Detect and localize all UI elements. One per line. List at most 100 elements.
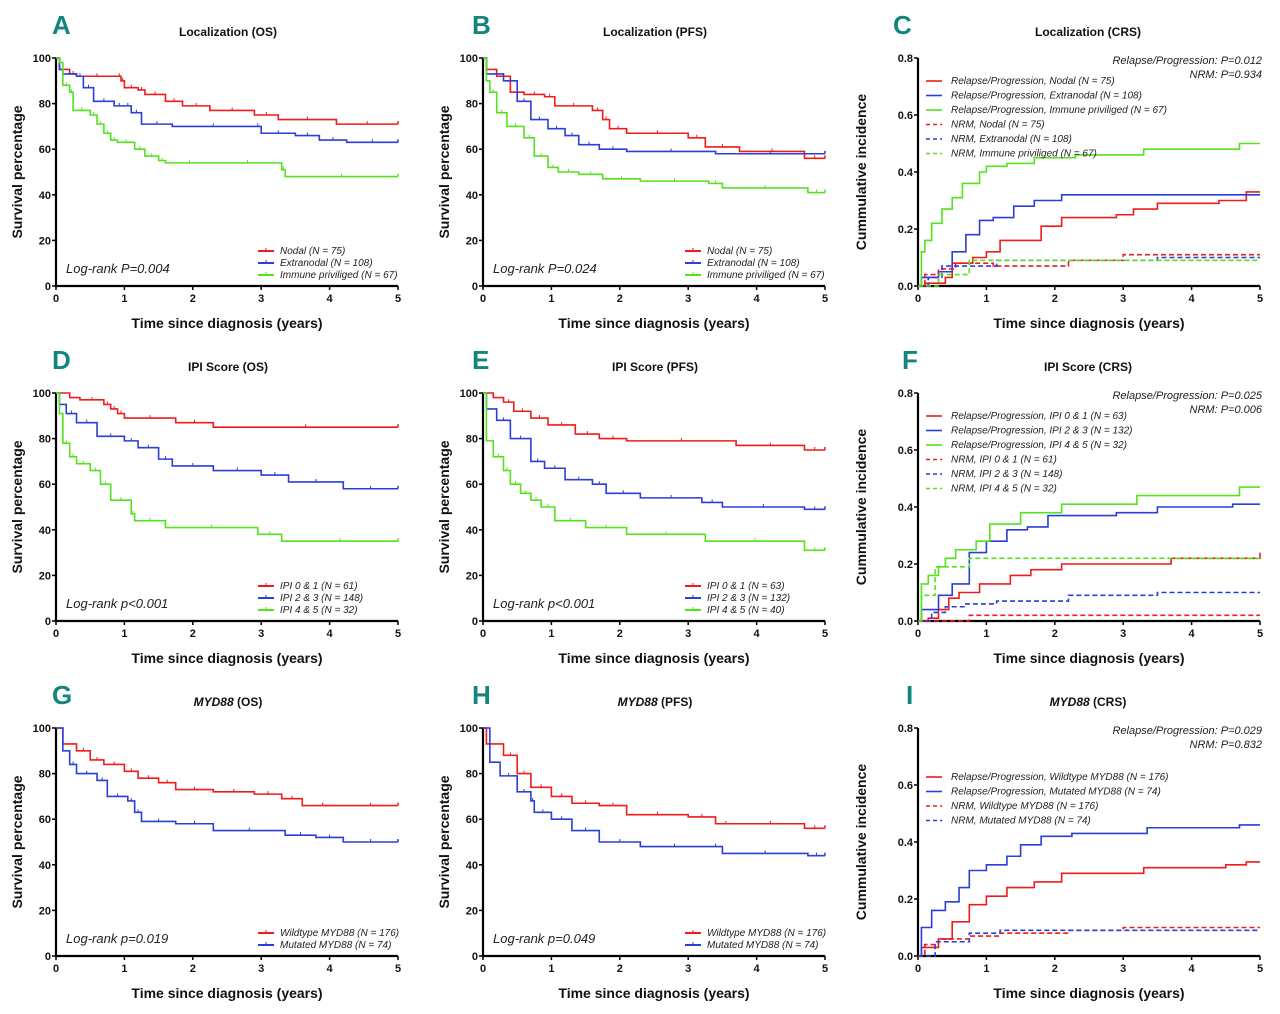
legend-item: NRM, Mutated MYD88 (N = 74) xyxy=(926,816,1091,827)
series-line xyxy=(483,392,825,451)
y-tick-label: 0.2 xyxy=(898,894,913,906)
panel-title-text: IPI Score (PFS) xyxy=(612,360,698,374)
legend-item: IPI 2 & 3 (N = 148) xyxy=(258,593,363,604)
y-tick-label: 80 xyxy=(39,99,51,111)
panel-letter: H xyxy=(472,680,491,710)
x-tick-label: 2 xyxy=(190,293,196,305)
logrank-annotation: Log-rank p=0.019 xyxy=(66,931,168,946)
y-tick-label: 0.4 xyxy=(898,167,914,179)
logrank-annotation: Log-rank P=0.024 xyxy=(493,261,597,276)
y-axis-label: Cummulative incidence xyxy=(853,764,869,921)
y-tick-label: 100 xyxy=(460,53,478,65)
panel-letter: E xyxy=(472,345,489,375)
series-line xyxy=(918,861,1260,957)
x-tick-label: 1 xyxy=(121,963,127,975)
series-line xyxy=(918,929,1260,957)
pvalue-annotation: Relapse/Progression: P=0.025 xyxy=(1112,390,1262,402)
x-tick-label: 1 xyxy=(121,293,127,305)
panel-title: Localization (OS) xyxy=(179,25,277,39)
series-line xyxy=(918,824,1260,957)
legend-label: IPI 0 & 1 (N = 61) xyxy=(280,581,358,592)
legend-item: Mutated MYD88 (N = 74) xyxy=(685,940,818,951)
legend-label: IPI 2 & 3 (N = 132) xyxy=(707,593,790,604)
legend-label: IPI 2 & 3 (N = 148) xyxy=(280,593,363,604)
y-tick-label: 100 xyxy=(460,388,478,400)
panel-title: MYD88 (OS) xyxy=(194,695,263,709)
y-tick-label: 80 xyxy=(39,769,51,781)
x-tick-label: 1 xyxy=(121,628,127,640)
x-tick-label: 2 xyxy=(1052,293,1058,305)
panel-title: MYD88 (PFS) xyxy=(618,695,693,709)
legend-label: Relapse/Progression, IPI 0 & 1 (N = 63) xyxy=(951,411,1127,422)
y-tick-label: 0.8 xyxy=(898,53,913,65)
legend-label: Relapse/Progression, Mutated MYD88 (N = … xyxy=(951,787,1161,798)
legend-label: Relapse/Progression, Wildtype MYD88 (N =… xyxy=(951,772,1169,783)
series-line xyxy=(483,57,825,194)
series-line xyxy=(918,552,1261,622)
pvalue-annotation: NRM: P=0.006 xyxy=(1190,404,1263,416)
y-tick-label: 40 xyxy=(39,525,51,537)
pvalue-annotation: NRM: P=0.934 xyxy=(1190,69,1262,81)
y-tick-label: 40 xyxy=(466,860,478,872)
legend-label: Extranodal (N = 108) xyxy=(280,258,373,269)
legend-label: IPI 0 & 1 (N = 63) xyxy=(707,581,785,592)
legend-item: NRM, IPI 2 & 3 (N = 148) xyxy=(926,469,1062,480)
series-line xyxy=(56,392,398,542)
y-tick-label: 0.8 xyxy=(898,388,913,400)
x-tick-label: 4 xyxy=(754,963,761,975)
series-line xyxy=(483,727,825,830)
panel-letter: I xyxy=(906,680,913,710)
series-line xyxy=(918,142,1260,287)
y-tick-label: 20 xyxy=(39,570,51,582)
panel-title-text: (OS) xyxy=(237,695,262,709)
legend-item: Immune priviliged (N = 67) xyxy=(258,270,398,281)
series-line xyxy=(918,591,1260,622)
y-tick-label: 0 xyxy=(472,951,478,963)
legend-item: IPI 2 & 3 (N = 132) xyxy=(685,593,790,604)
legend-label: Relapse/Progression, Immune priviliged (… xyxy=(951,105,1167,116)
y-axis-label: Survival percentage xyxy=(436,775,452,908)
legend-label: NRM, Extranodal (N = 108) xyxy=(951,134,1072,145)
y-axis-label: Survival percentage xyxy=(436,105,452,238)
x-tick-label: 2 xyxy=(190,628,196,640)
y-tick-label: 0 xyxy=(472,281,478,293)
series-line xyxy=(56,57,398,144)
legend-item: Wildtype MYD88 (N = 176) xyxy=(258,928,399,939)
y-axis-label: Survival percentage xyxy=(9,440,25,573)
legend-item: NRM, IPI 0 & 1 (N = 61) xyxy=(926,455,1057,466)
x-tick-label: 0 xyxy=(480,963,486,975)
legend-label: NRM, Immune priviliged (N = 67) xyxy=(951,149,1097,160)
panel-title-text: IPI Score (OS) xyxy=(188,360,268,374)
panel-i: I MYD88 (CRS) 0.0 0.2 0.4 0.6 0.8 0 1 2 3 4 5 Time si… xyxy=(853,680,1263,1001)
legend-item: Relapse/Progression, IPI 4 & 5 (N = 32) xyxy=(926,440,1127,451)
series-line xyxy=(56,727,398,807)
x-tick-label: 5 xyxy=(1257,628,1263,640)
panel-title: Localization (PFS) xyxy=(603,25,707,39)
series-line xyxy=(56,57,398,125)
legend-label: NRM, Wildtype MYD88 (N = 176) xyxy=(951,801,1098,812)
y-tick-label: 0.0 xyxy=(898,951,913,963)
panel-title-text: (CRS) xyxy=(1093,695,1126,709)
panel-h: H MYD88 (PFS) 0 20 40 60 80 100 0 1 2 3 4 5 Time since… xyxy=(436,680,828,1001)
x-tick-label: 3 xyxy=(685,628,691,640)
y-tick-label: 0.8 xyxy=(898,723,913,735)
pvalue-annotation: Relapse/Progression: P=0.012 xyxy=(1112,55,1262,67)
panel-a: A Localization (OS) 0 20 40 60 80 100 0 1 2 3 4 5 Time… xyxy=(9,10,401,331)
x-tick-label: 5 xyxy=(395,963,401,975)
y-axis-label: Cummulative incidence xyxy=(853,429,869,586)
panel-letter: F xyxy=(902,345,918,375)
x-axis-label: Time since diagnosis (years) xyxy=(131,315,322,331)
x-axis-label: Time since diagnosis (years) xyxy=(558,985,749,1001)
x-tick-label: 1 xyxy=(983,628,989,640)
x-axis-label: Time since diagnosis (years) xyxy=(558,315,749,331)
y-tick-label: 0.0 xyxy=(898,281,913,293)
panel-letter: C xyxy=(893,10,912,40)
panel-title: IPI Score (OS) xyxy=(188,360,268,374)
legend-item: Extranodal (N = 108) xyxy=(258,258,373,269)
legend-item: Nodal (N = 75) xyxy=(258,246,345,257)
panel-g: G MYD88 (OS) 0 20 40 60 80 100 0 1 2 3 4 5 Time since … xyxy=(9,680,401,1001)
x-tick-label: 0 xyxy=(53,963,59,975)
y-tick-label: 20 xyxy=(39,905,51,917)
x-tick-label: 1 xyxy=(983,963,989,975)
